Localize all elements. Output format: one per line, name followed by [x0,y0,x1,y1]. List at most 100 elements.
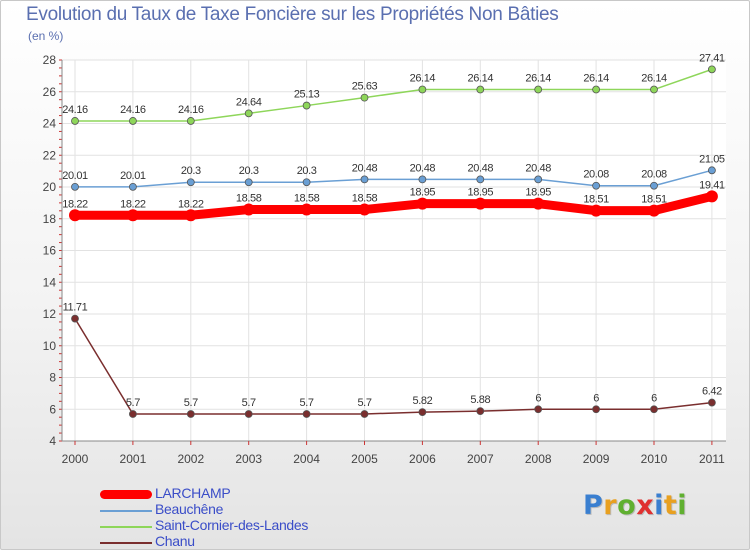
data-label-chanu: 5.88 [470,394,490,406]
series-line-chanu [74,317,713,415]
data-label-beauch-ne: 20.01 [120,170,146,182]
data-point-larchamp [648,204,660,217]
data-label-chanu: 5.7 [242,397,256,409]
y-tick-label: 28 [43,53,57,67]
data-point-larchamp [69,209,81,222]
data-label-saint-cornier-des-landes: 24.16 [178,104,204,116]
logo-letter: o [617,490,637,521]
series-line-larchamp [70,191,717,220]
x-tick-label: 2002 [177,452,204,466]
data-label-larchamp: 18.22 [120,198,146,210]
proxiti-logo: Proxiti [583,490,687,521]
data-point-saint-cornier-des-landes [708,65,716,74]
y-tick-label: 14 [43,275,57,289]
data-point-larchamp [300,203,313,216]
data-point-saint-cornier-des-landes [302,101,311,110]
data-label-beauch-ne: 20.48 [468,162,494,174]
x-tick-label: 2007 [467,452,494,466]
data-label-beauch-ne: 20.48 [410,162,436,174]
data-label-larchamp: 18.58 [352,193,378,205]
data-label-larchamp: 18.95 [468,187,494,199]
data-label-chanu: 5.7 [184,397,198,409]
data-point-chanu [71,314,79,323]
data-point-chanu [650,405,658,414]
logo-letter: x [636,490,655,521]
data-label-saint-cornier-des-landes: 26.14 [525,73,551,85]
data-point-larchamp [184,209,197,222]
y-tick-label: 24 [43,117,57,131]
legend-swatch-saint-cornier [100,526,152,528]
data-label-saint-cornier-des-landes: 27.41 [699,52,725,64]
x-tick-label: 2003 [235,452,262,466]
data-point-saint-cornier-des-landes [476,85,485,94]
data-label-larchamp: 18.22 [62,198,88,210]
series-line-beauch-ne [74,169,713,188]
y-tick-label: 4 [49,434,56,448]
x-tick-label: 2000 [62,452,89,466]
data-point-saint-cornier-des-landes [650,85,658,94]
data-label-saint-cornier-des-landes: 25.13 [294,89,320,101]
legend-label-chanu: Chanu [155,533,195,549]
data-point-chanu [186,410,195,418]
legend-label-saint-cornier: Saint-Cornier-des-Landes [155,517,309,533]
y-tick-label: 12 [43,307,57,321]
y-tick-label: 6 [49,402,56,416]
data-label-beauch-ne: 20.08 [583,169,609,181]
data-label-larchamp: 19.41 [699,179,725,191]
data-point-beauch-ne [360,175,369,184]
data-label-beauch-ne: 20.48 [525,162,551,174]
logo-letter: i [654,490,664,521]
data-label-larchamp: 18.95 [525,187,551,199]
x-tick-label: 2009 [583,452,610,466]
y-tick-label: 22 [43,148,57,162]
data-point-saint-cornier-des-landes [186,117,195,125]
x-tick-label: 2001 [120,452,147,466]
data-point-saint-cornier-des-landes [418,85,427,94]
data-point-beauch-ne [592,181,600,190]
legend-label-beauchene: Beauchêne [155,501,224,517]
data-label-saint-cornier-des-landes: 26.14 [583,73,609,85]
x-tick-label: 2004 [293,452,320,466]
legend-label-larchamp: LARCHAMP [155,485,231,501]
data-label-larchamp: 18.58 [236,193,262,205]
data-point-chanu [592,405,600,414]
y-tick-label: 8 [49,371,56,385]
data-label-saint-cornier-des-landes: 26.14 [468,73,494,85]
data-label-chanu: 11.71 [63,302,88,314]
data-point-saint-cornier-des-landes [244,109,253,118]
chart-title: Evolution du Taux de Taxe Foncière sur l… [26,4,559,25]
data-label-larchamp: 18.51 [641,194,667,206]
legend-swatch-larchamp [100,490,152,499]
y-tick-label: 20 [43,180,57,194]
data-label-chanu: 5.7 [126,397,140,409]
data-label-beauch-ne: 21.05 [699,153,725,165]
data-label-beauch-ne: 20.01 [62,170,88,182]
logo-letter: i [677,490,688,521]
data-label-beauch-ne: 20.08 [641,169,667,181]
data-point-chanu [360,410,369,418]
legend-swatch-beauchene [100,510,152,512]
data-label-beauch-ne: 20.3 [297,165,317,177]
data-point-beauch-ne [708,166,716,175]
data-label-beauch-ne: 20.48 [352,162,378,174]
x-tick-label: 2010 [641,452,668,466]
data-label-chanu: 6 [593,392,599,404]
data-point-larchamp [126,209,139,222]
data-label-beauch-ne: 20.3 [181,165,201,177]
y-tick-label: 18 [43,212,57,226]
logo-letter: P [583,490,604,521]
x-tick-label: 2011 [699,452,725,466]
data-point-larchamp [242,203,255,216]
data-point-beauch-ne [128,182,137,191]
data-label-chanu: 5.7 [300,397,314,409]
y-tick-label: 16 [43,244,57,258]
data-point-larchamp [358,203,371,216]
legend-swatch-chanu [100,542,152,544]
data-point-chanu [708,398,716,407]
data-point-beauch-ne [244,178,253,187]
data-label-saint-cornier-des-landes: 24.16 [120,104,146,116]
data-point-larchamp [590,204,603,217]
data-point-beauch-ne [476,175,485,184]
data-point-saint-cornier-des-landes [128,117,137,125]
y-tick-label: 10 [43,339,57,353]
